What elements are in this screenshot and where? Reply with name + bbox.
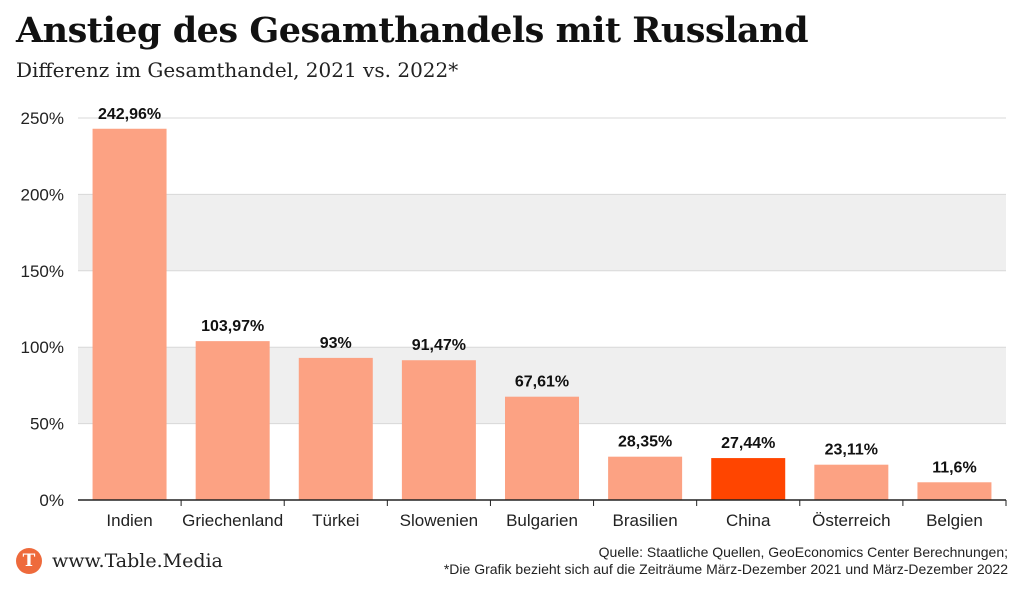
bar [608,456,683,500]
y-tick-label: 50% [30,415,64,434]
chart-title: Anstieg des Gesamthandels mit Russland [16,10,809,51]
y-tick-label: 0% [39,491,64,510]
bar [298,357,373,500]
chart-subtitle: Differenz im Gesamthandel, 2021 vs. 2022… [16,58,459,82]
y-tick-label: 150% [21,262,64,281]
source-line-2: *Die Grafik bezieht sich auf die Zeiträu… [443,561,1008,577]
x-tick-label: China [726,511,771,530]
bar-value-label: 67,61% [515,374,569,391]
source-note: Quelle: Staatliche Quellen, GeoEconomics… [444,544,1008,578]
bar-value-label: 242,96% [98,106,161,123]
site-url: www.Table.Media [52,550,223,572]
bar [195,341,270,500]
brand: T www.Table.Media [16,546,223,576]
x-tick-label: Slowenien [400,511,478,530]
bar [505,396,579,500]
x-tick-label: Belgien [926,511,983,530]
bar-value-label: 93% [320,335,352,352]
x-tick-label: Österreich [812,511,890,530]
y-tick-label: 200% [21,185,64,204]
x-tick-label: Indien [106,511,152,530]
bar [711,458,786,500]
bar-value-label: 91,47% [412,337,466,354]
bar-value-label: 28,35% [618,434,672,451]
bar-value-label: 103,97% [201,318,264,335]
bar [917,482,992,500]
bar-value-label: 23,11% [825,442,878,459]
x-tick-label: Griechenland [182,511,283,530]
x-tick-label: Brasilien [613,511,678,530]
logo-letter: T [22,551,36,571]
y-tick-label: 100% [21,338,64,357]
bar [401,360,476,500]
source-line-1: Quelle: Staatliche Quellen, GeoEconomics… [598,544,1008,560]
bar-value-label: 27,44% [721,435,775,452]
bar [814,464,889,500]
bar [92,128,167,500]
bar-value-label: 11,6% [932,459,976,476]
table-media-logo-icon: T [16,548,42,574]
x-tick-label: Bulgarien [506,511,578,530]
grid-band [78,194,1006,271]
y-tick-label: 250% [21,109,64,128]
x-tick-label: Türkei [312,511,359,530]
